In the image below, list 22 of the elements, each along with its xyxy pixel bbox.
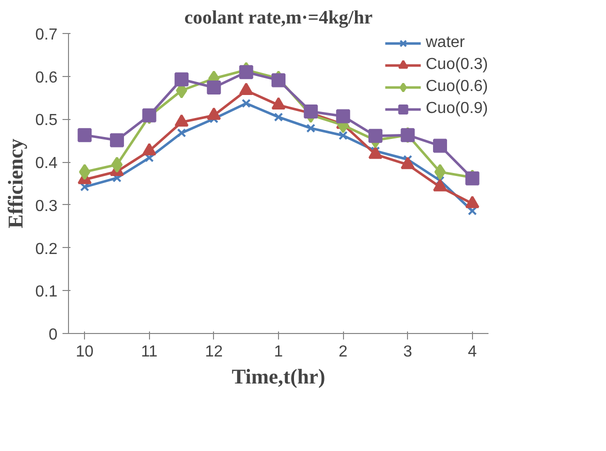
legend-label: Cuo(0.3) bbox=[426, 56, 488, 74]
x-tick-label: 12 bbox=[204, 344, 223, 360]
y-tick-label: 0.3 bbox=[35, 198, 58, 215]
legend-label: Cuo(0.9) bbox=[426, 100, 488, 118]
x-tick-label: 11 bbox=[140, 344, 158, 360]
legend-label: Cuo(0.6) bbox=[426, 78, 488, 96]
x-tick-label: 2 bbox=[338, 344, 348, 360]
y-tick-label: 0.1 bbox=[35, 284, 58, 301]
x-tick-label: 1 bbox=[274, 344, 284, 360]
y-tick-label: 0.5 bbox=[35, 112, 58, 130]
y-tick-label: 0.7 bbox=[35, 26, 58, 44]
x-tick-label: 10 bbox=[76, 344, 94, 360]
y-tick-label: 0.2 bbox=[35, 240, 58, 258]
x-tick-label: 3 bbox=[403, 344, 412, 360]
y-tick-label: 0.4 bbox=[35, 155, 58, 172]
chart-title: coolant rate,m·=4kg/hr bbox=[184, 8, 374, 28]
x-tick-label: 4 bbox=[468, 344, 477, 360]
legend-label: water bbox=[426, 34, 465, 52]
y-axis-title: Efficiency bbox=[3, 138, 28, 228]
y-tick-label: 0.6 bbox=[35, 69, 58, 86]
x-axis-title: Time,t(hr) bbox=[232, 364, 326, 388]
y-tick-label: 0 bbox=[48, 326, 58, 344]
